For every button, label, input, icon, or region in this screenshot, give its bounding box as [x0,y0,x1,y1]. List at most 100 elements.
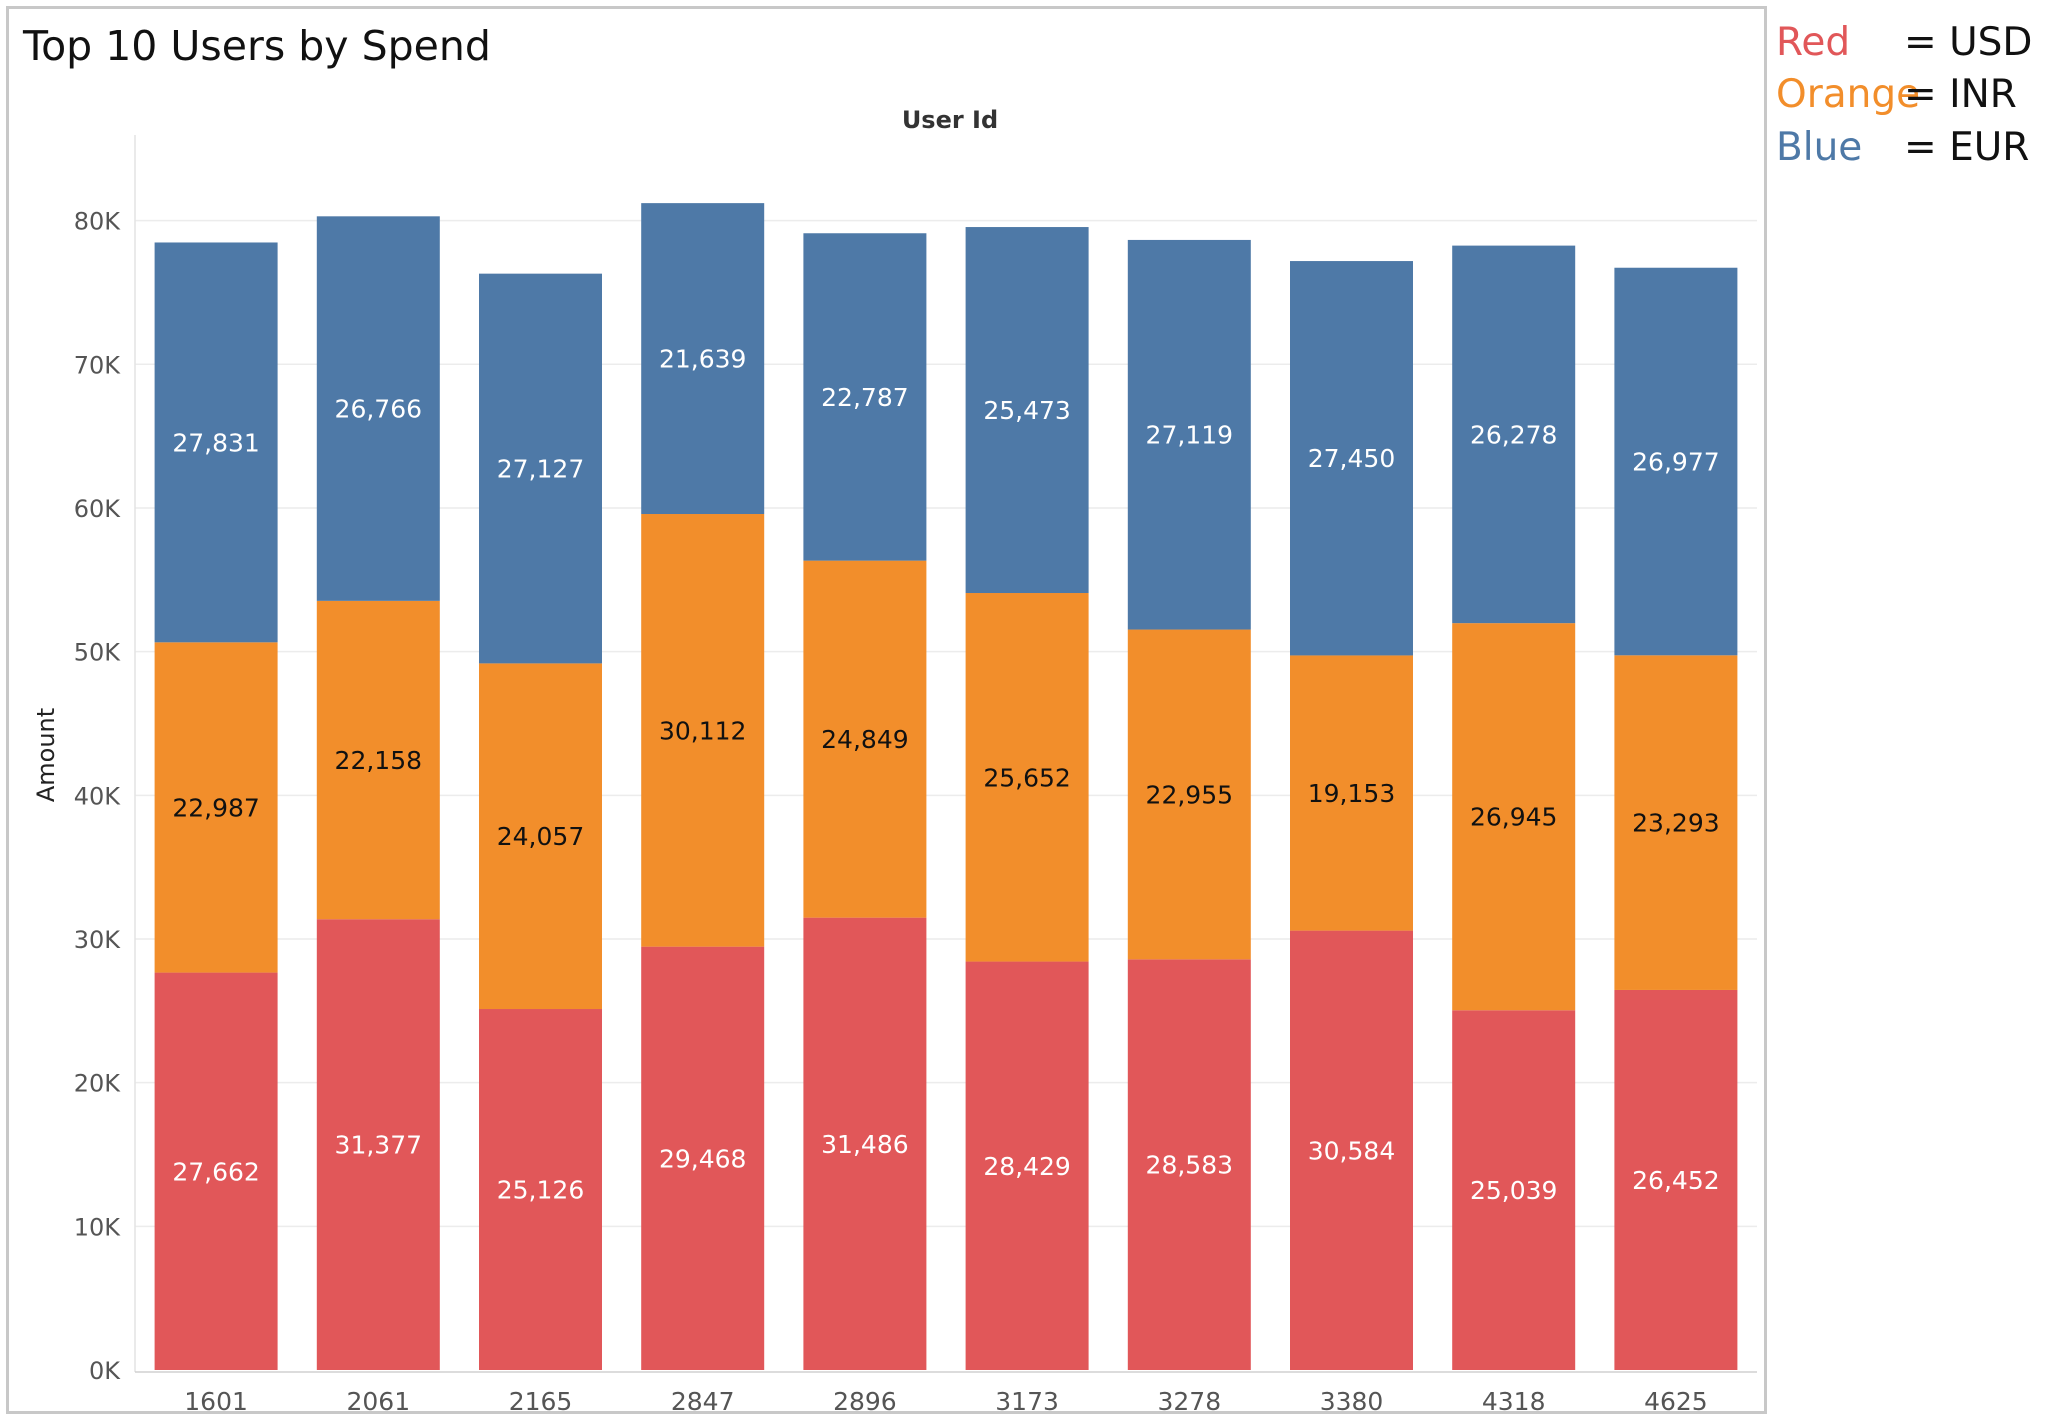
legend-color-name: Orange [1776,72,1921,117]
bar-inr-4625 [1614,655,1738,990]
x-tick-label: 3173 [995,1387,1059,1416]
bar-eur-2896 [803,233,927,561]
x-tick-label: 4625 [1644,1387,1708,1416]
x-tick-label: 1601 [184,1387,248,1416]
y-tick-label: 20K [74,1070,122,1098]
data-label-eur: 25,473 [983,396,1070,425]
legend-color-name: Red [1776,20,1851,65]
bar-usd-3278 [1127,959,1251,1370]
bar-eur-3278 [1127,239,1251,630]
legend-currency: = USD [1904,20,2033,65]
data-label-inr: 23,293 [1632,809,1719,838]
data-label-usd: 25,039 [1470,1176,1557,1205]
bar-usd-2896 [803,917,927,1370]
legend-item-inr: Orange= INR [1776,72,2017,117]
bar-stack-2847: 29,468 30,112 21,639 [641,203,765,1370]
bar-stack-4318: 25,039 26,945 26,278 [1452,245,1576,1370]
bar-eur-4625 [1614,267,1738,656]
data-label-usd: 27,662 [172,1157,259,1186]
x-tick-label: 2061 [346,1387,410,1416]
bar-eur-4318 [1452,245,1576,624]
bar-inr-1601 [154,642,278,973]
bar-inr-3278 [1127,629,1251,960]
data-label-inr: 22,955 [1146,780,1233,809]
data-label-eur: 22,787 [821,383,908,412]
data-label-eur: 21,639 [659,345,746,374]
x-tick-label: 4318 [1482,1387,1546,1416]
x-tick-label: 2847 [671,1387,735,1416]
bar-stack-2896: 31,486 24,849 22,787 [803,233,927,1370]
y-tick-label: 0K [89,1357,121,1385]
bar-usd-2165 [479,1009,602,1370]
bars: 27,662 22,987 27,831 31,377 22,158 26,766 25,1… [154,203,1738,1370]
legend-color-name: Blue [1776,125,1863,170]
data-label-eur: 26,977 [1632,448,1719,477]
bar-stack-3278: 28,583 22,955 27,119 [1127,239,1251,1370]
bar-eur-2165 [479,273,602,664]
x-axis: 1601 2061 2165 2847 2896 3173 3278 3380 4318 4625 [135,1371,1757,1416]
x-tick-label: 3380 [1320,1387,1384,1416]
y-tick-label: 40K [74,782,122,810]
x-tick-label: 2896 [833,1387,897,1416]
x-tick-label: 2165 [509,1387,573,1416]
y-axis-label: Amount [32,708,60,802]
y-tick-label: 50K [74,639,122,667]
top-axis-label: User Id [902,106,998,134]
bar-stack-1601: 27,662 22,987 27,831 [154,242,278,1370]
data-label-usd: 28,583 [1146,1151,1233,1180]
data-label-eur: 26,766 [335,395,422,424]
data-label-inr: 25,652 [983,763,1070,792]
legend-item-eur: Blue = EUR [1776,125,2029,170]
bar-stack-2165: 25,126 24,057 27,127 [479,273,602,1370]
data-label-usd: 26,452 [1632,1166,1719,1195]
data-label-usd: 29,468 [659,1144,746,1173]
data-label-inr: 24,057 [497,822,584,851]
y-axis: 0K 10K 20K 30K 40K 50K 60K 70K 80K [74,135,136,1385]
bar-eur-1601 [154,242,278,643]
bar-eur-3380 [1290,261,1413,656]
bar-eur-3173 [965,227,1089,594]
bar-inr-3173 [965,593,1089,962]
bar-usd-4625 [1614,989,1738,1370]
bar-inr-2165 [479,663,602,1010]
legend-item-usd: Red = USD [1776,20,2032,65]
bar-eur-2061 [316,216,440,601]
data-label-inr: 19,153 [1308,779,1395,808]
data-label-eur: 26,278 [1470,420,1557,449]
bar-usd-4318 [1452,1010,1576,1370]
y-tick-label: 80K [74,208,122,236]
chart-title: Top 10 Users by Spend [23,22,491,70]
bar-usd-2061 [316,919,440,1370]
data-label-eur: 27,127 [497,455,584,484]
bar-inr-2847 [641,514,765,947]
data-label-inr: 22,158 [335,746,422,775]
data-label-eur: 27,119 [1146,421,1233,450]
y-tick-label: 60K [74,495,122,523]
bar-stack-3380: 30,584 19,153 27,450 [1290,261,1413,1370]
bar-inr-3380 [1290,655,1413,931]
data-label-inr: 26,945 [1470,803,1557,832]
data-label-usd: 31,486 [821,1130,908,1159]
y-tick-label: 10K [74,1213,122,1241]
bar-usd-1601 [154,972,278,1370]
x-tick-label: 3278 [1157,1387,1221,1416]
data-label-eur: 27,831 [172,428,259,457]
data-label-usd: 25,126 [497,1176,584,1205]
data-label-usd: 30,584 [1308,1136,1395,1165]
legend-currency: = EUR [1904,125,2030,170]
bar-inr-2896 [803,560,927,918]
bar-stack-3173: 28,429 25,652 25,473 [965,227,1089,1370]
bar-inr-4318 [1452,623,1576,1011]
data-label-usd: 28,429 [983,1152,1070,1181]
y-tick-label: 30K [74,926,122,954]
bar-usd-3380 [1290,930,1413,1370]
data-label-inr: 22,987 [172,793,259,822]
bar-usd-2847 [641,946,765,1370]
bar-eur-2847 [641,203,765,515]
y-tick-label: 70K [74,351,122,379]
data-label-inr: 30,112 [659,716,746,745]
data-label-inr: 24,849 [821,725,908,754]
data-label-eur: 27,450 [1308,444,1395,473]
bar-inr-2061 [316,600,440,920]
